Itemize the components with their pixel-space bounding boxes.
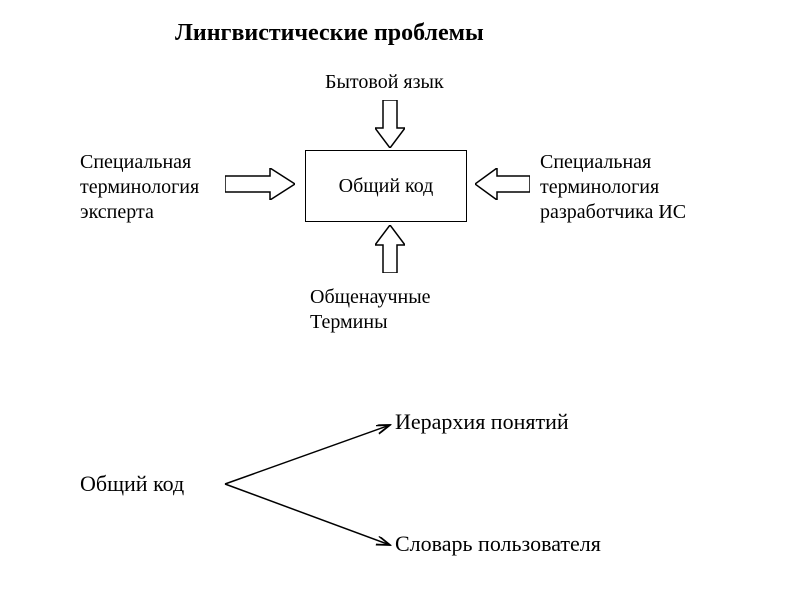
branch-arrows-icon bbox=[0, 0, 800, 600]
